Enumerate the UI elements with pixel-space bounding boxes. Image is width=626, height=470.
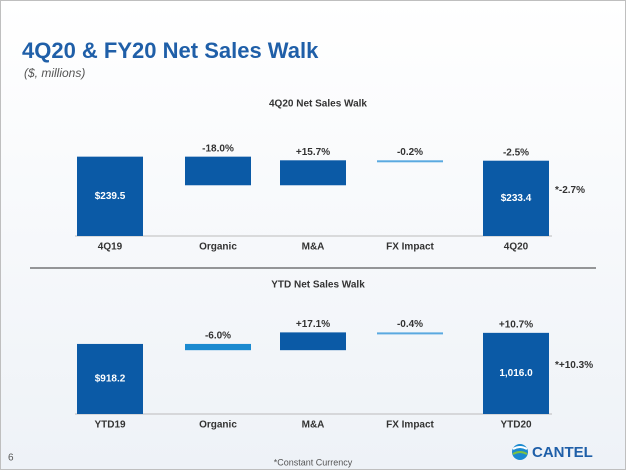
x-tick-label: FX Impact — [386, 420, 434, 431]
bar — [185, 343, 251, 351]
data-label: +15.7% — [296, 147, 330, 158]
bar — [77, 156, 143, 236]
data-label: -0.2% — [397, 147, 423, 158]
x-tick-label: YTD19 — [94, 420, 126, 431]
x-tick-label: 4Q20 — [504, 242, 529, 253]
slide-subtitle: ($, millions) — [24, 66, 85, 80]
bar — [377, 160, 443, 163]
data-label: $233.4 — [501, 193, 532, 204]
footnote: *Constant Currency — [274, 457, 353, 467]
logo-stripe — [512, 451, 528, 455]
data-label: $239.5 — [95, 191, 126, 202]
total-change-label: +10.7% — [499, 319, 533, 330]
annotation: *-2.7% — [555, 185, 585, 196]
bar — [280, 160, 346, 186]
bar — [377, 332, 443, 335]
data-label: -0.4% — [397, 319, 423, 330]
x-tick-label: M&A — [302, 420, 325, 431]
x-tick-label: YTD20 — [500, 420, 532, 431]
data-label: -6.0% — [205, 331, 231, 342]
x-tick-label: M&A — [302, 242, 325, 253]
x-tick-label: Organic — [199, 242, 237, 253]
bar — [483, 332, 549, 414]
logo: CANTEL — [512, 444, 593, 461]
data-label: +17.1% — [296, 319, 330, 330]
x-tick-label: 4Q19 — [98, 242, 123, 253]
page-number: 6 — [8, 453, 14, 464]
bar — [77, 343, 143, 414]
bar — [280, 332, 346, 351]
data-label: -18.0% — [202, 143, 234, 154]
data-label: $918.2 — [95, 374, 126, 385]
data-label: 1,016.0 — [499, 368, 533, 379]
bar — [185, 156, 251, 186]
chart-title: 4Q20 Net Sales Walk — [269, 99, 367, 110]
x-tick-label: FX Impact — [386, 242, 434, 253]
annotation: *+10.3% — [555, 360, 593, 371]
total-change-label: -2.5% — [503, 147, 529, 158]
logo-stripe — [512, 446, 528, 450]
logo-text: CANTEL — [532, 444, 593, 461]
bar — [483, 160, 549, 236]
x-tick-label: Organic — [199, 420, 237, 431]
chart-title: YTD Net Sales Walk — [271, 280, 365, 291]
slide-title: 4Q20 & FY20 Net Sales Walk — [22, 38, 319, 63]
